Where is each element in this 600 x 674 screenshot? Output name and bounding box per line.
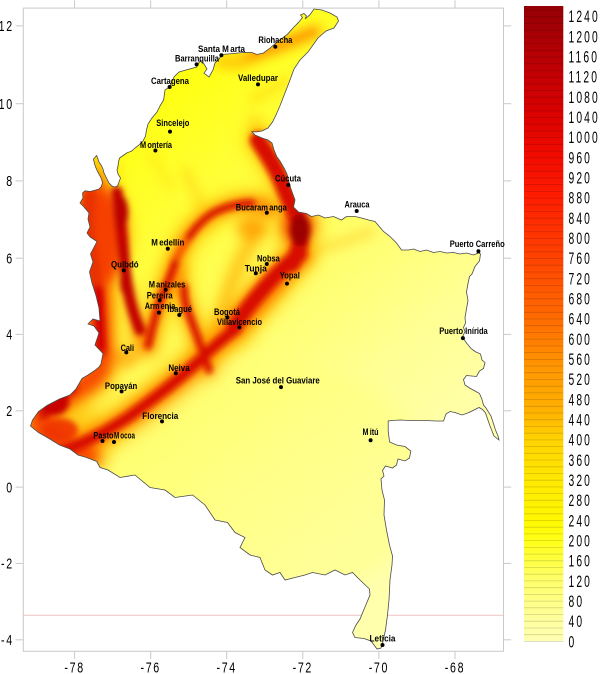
- svg-text:600: 600: [569, 329, 592, 348]
- svg-text:680: 680: [569, 289, 592, 308]
- svg-text:40: 40: [569, 612, 585, 631]
- svg-text:Bogotá: Bogotá: [214, 307, 241, 317]
- svg-text:720: 720: [569, 269, 592, 288]
- svg-text:4: 4: [6, 326, 14, 343]
- svg-text:1000: 1000: [569, 127, 600, 146]
- svg-text:Barranquilla: Barranquilla: [175, 53, 220, 63]
- svg-text:M edellín: M edellín: [151, 238, 184, 248]
- svg-text:480: 480: [569, 390, 592, 409]
- svg-text:560: 560: [569, 349, 592, 368]
- svg-text:1120: 1120: [569, 67, 600, 86]
- svg-text:M ocoa: M ocoa: [114, 431, 136, 441]
- svg-text:80: 80: [569, 591, 585, 610]
- svg-text:6: 6: [6, 249, 14, 266]
- svg-text:-72: -72: [293, 659, 313, 674]
- svg-text:160: 160: [569, 551, 592, 570]
- svg-text:Quibdó: Quibdó: [111, 260, 139, 270]
- svg-text:520: 520: [569, 370, 592, 389]
- svg-text:M itú: M itú: [363, 427, 379, 437]
- svg-text:-68: -68: [445, 659, 465, 674]
- svg-text:320: 320: [569, 470, 592, 489]
- svg-text:Riohacha: Riohacha: [258, 35, 293, 45]
- svg-text:1240: 1240: [569, 6, 600, 25]
- svg-text:120: 120: [569, 571, 592, 590]
- svg-text:1160: 1160: [569, 47, 600, 66]
- svg-text:-76: -76: [140, 659, 160, 674]
- svg-text:240: 240: [569, 511, 592, 530]
- svg-text:-78: -78: [64, 659, 84, 674]
- svg-text:Valledupar: Valledupar: [238, 73, 278, 83]
- svg-text:280: 280: [569, 491, 592, 510]
- svg-text:Bucaram anga: Bucaram anga: [236, 203, 288, 213]
- svg-text:Neiva: Neiva: [168, 363, 190, 373]
- svg-text:Leticia: Leticia: [370, 634, 397, 644]
- svg-text:960: 960: [569, 148, 592, 167]
- svg-text:400: 400: [569, 430, 592, 449]
- svg-text:Arauca: Arauca: [345, 199, 371, 209]
- svg-text:1040: 1040: [569, 107, 600, 126]
- svg-text:Arm enia: Arm enia: [145, 301, 176, 311]
- svg-text:0: 0: [6, 478, 14, 495]
- svg-text:440: 440: [569, 410, 592, 429]
- svg-text:Cali: Cali: [121, 343, 134, 353]
- svg-text:Florencia: Florencia: [142, 411, 179, 421]
- svg-text:Santa M arta: Santa M arta: [198, 44, 246, 54]
- svg-text:Cartagena: Cartagena: [151, 76, 190, 86]
- svg-text:Puerto Inírida: Puerto Inírida: [439, 326, 488, 336]
- svg-text:880: 880: [569, 188, 592, 207]
- svg-text:Sincelejo: Sincelejo: [156, 118, 189, 128]
- svg-text:M ontería: M ontería: [140, 140, 173, 150]
- svg-text:2: 2: [6, 402, 14, 419]
- svg-text:Cúcuta: Cúcuta: [275, 173, 302, 183]
- svg-text:Ibagué: Ibagué: [167, 304, 192, 314]
- svg-text:1200: 1200: [569, 27, 600, 46]
- svg-text:Yopal: Yopal: [280, 271, 300, 281]
- svg-text:Pereira: Pereira: [147, 290, 174, 300]
- svg-text:840: 840: [569, 208, 592, 227]
- svg-text:0: 0: [569, 632, 577, 651]
- svg-text:800: 800: [569, 228, 592, 247]
- svg-text:920: 920: [569, 168, 592, 187]
- svg-text:1080: 1080: [569, 87, 600, 106]
- svg-text:Nobsa: Nobsa: [257, 253, 281, 263]
- svg-text:760: 760: [569, 248, 592, 267]
- svg-text:Popayán: Popayán: [105, 381, 137, 391]
- svg-text:360: 360: [569, 450, 592, 469]
- svg-text:Pasto: Pasto: [93, 431, 114, 441]
- svg-text:10: 10: [0, 95, 14, 112]
- svg-text:Puerto Carreño: Puerto Carreño: [450, 239, 505, 249]
- svg-text:Villavicencio: Villavicencio: [217, 317, 262, 327]
- svg-text:12: 12: [0, 17, 14, 34]
- svg-text:-2: -2: [1, 555, 14, 572]
- svg-text:M anizales: M anizales: [149, 279, 186, 289]
- svg-text:-74: -74: [216, 659, 236, 674]
- svg-text:640: 640: [569, 309, 592, 328]
- svg-text:-4: -4: [1, 631, 14, 648]
- svg-text:-70: -70: [369, 659, 389, 674]
- svg-text:8: 8: [6, 172, 14, 189]
- svg-text:San José del Guaviare: San José del Guaviare: [236, 375, 320, 385]
- svg-text:Tunja: Tunja: [245, 263, 268, 273]
- svg-text:200: 200: [569, 531, 592, 550]
